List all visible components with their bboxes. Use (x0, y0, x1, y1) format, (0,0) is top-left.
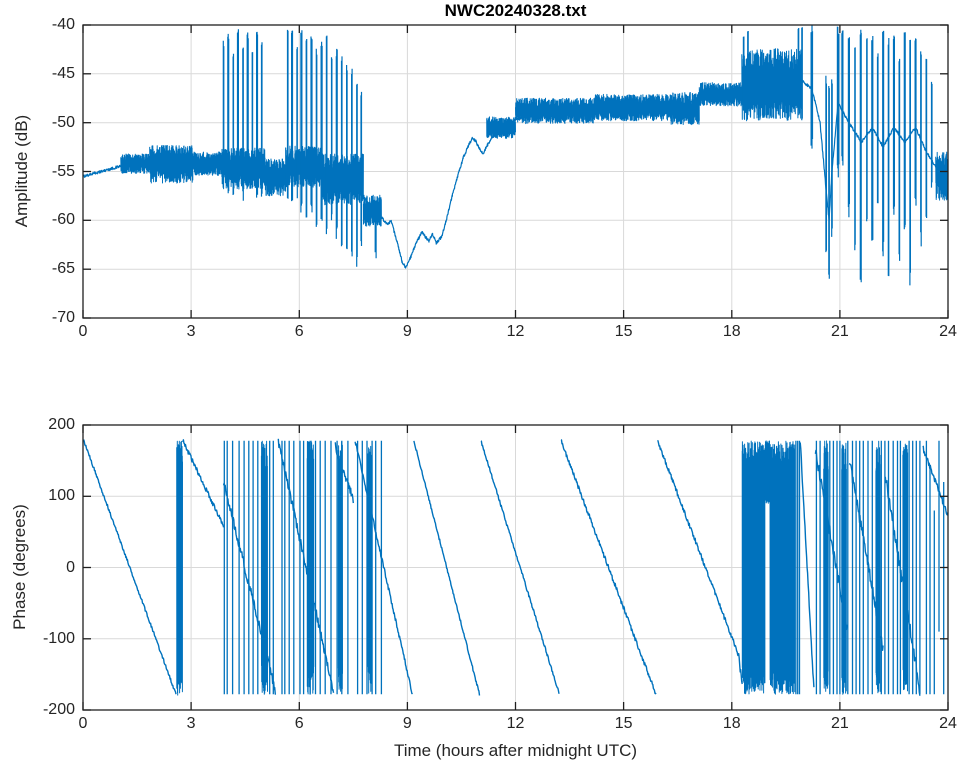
amplitude-y-tick-label: -40 (51, 16, 75, 33)
phase-y-tick-label: -100 (42, 629, 75, 647)
amplitude-x-tick-label: 21 (830, 323, 849, 340)
phase-y-tick-label: -200 (42, 701, 75, 718)
plot-title: NWC20240328.txt (444, 1, 587, 20)
phase-x-tick-label: 24 (939, 715, 957, 732)
amplitude-x-tick-label: 9 (402, 323, 412, 340)
amplitude-y-tick-label: -45 (51, 64, 75, 82)
amplitude-series (83, 25, 948, 286)
phase-y-tick-label: 100 (48, 487, 75, 505)
phase-x-tick-label: 12 (506, 715, 525, 732)
phase-x-tick-label: 3 (186, 715, 196, 732)
x-axis-label: Time (hours after midnight UTC) (393, 741, 638, 760)
phase-y-tick-label: 0 (66, 558, 75, 576)
amplitude-x-tick-label: 12 (506, 323, 525, 340)
amplitude-x-tick-label: 24 (939, 323, 957, 340)
phase-y-tick-label: 200 (48, 416, 75, 433)
axes-box-amplitude (82, 24, 949, 319)
amplitude-y-tick-label: -60 (51, 211, 75, 229)
amplitude-x-tick-label: 15 (614, 323, 633, 340)
phase-x-tick-label: 18 (722, 715, 741, 732)
amplitude-y-tick-label: -55 (51, 162, 75, 180)
amplitude-y-tick-label: -65 (51, 260, 75, 278)
phase-x-tick-label: 0 (78, 715, 88, 732)
phase-x-tick-label: 15 (614, 715, 633, 732)
amplitude-y-tick-label: -50 (51, 113, 75, 131)
phase-series (83, 438, 948, 696)
amplitude-y-tick-label: -70 (51, 309, 75, 326)
amplitude-x-tick-label: 6 (294, 323, 304, 340)
phase-x-tick-label: 9 (402, 715, 412, 732)
phase-x-tick-label: 6 (294, 715, 304, 732)
amplitude-x-tick-label: 3 (186, 323, 196, 340)
phase-x-tick-label: 21 (830, 715, 849, 732)
amplitude-x-tick-label: 0 (78, 323, 88, 340)
axes-box-phase (82, 424, 949, 711)
amplitude-x-tick-label: 18 (722, 323, 741, 340)
